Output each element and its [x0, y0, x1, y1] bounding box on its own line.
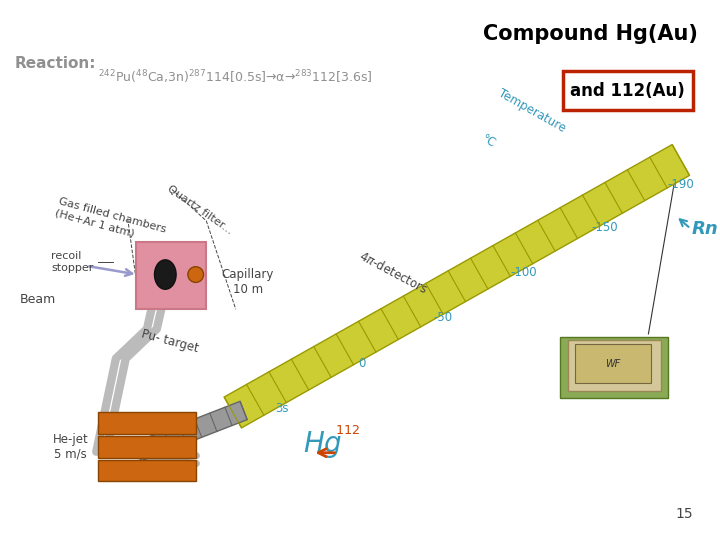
Text: Temperature: Temperature: [496, 87, 568, 136]
Bar: [135, 242, 207, 309]
Text: -50: -50: [433, 312, 453, 325]
Text: $^{112}$: $^{112}$: [335, 426, 360, 444]
Text: WF: WF: [606, 359, 621, 369]
Text: 0: 0: [359, 357, 366, 370]
Text: $^{242}$Pu($^{48}$Ca,3n)$^{287}$114[0.5s]→α→$^{283}$112[3.6s]: $^{242}$Pu($^{48}$Ca,3n)$^{287}$114[0.5s…: [98, 69, 373, 86]
Circle shape: [188, 267, 204, 282]
Bar: [98, 460, 197, 481]
Text: He-jet
5 m/s: He-jet 5 m/s: [53, 433, 89, 461]
Text: -150: -150: [591, 220, 618, 234]
Text: -100: -100: [510, 266, 537, 279]
Text: Pu- target: Pu- target: [140, 327, 200, 355]
Bar: [568, 340, 661, 391]
Ellipse shape: [155, 260, 176, 289]
FancyBboxPatch shape: [563, 71, 693, 110]
Text: recoil
stopper: recoil stopper: [51, 251, 94, 273]
Polygon shape: [134, 401, 247, 461]
Text: Reaction:: Reaction:: [14, 56, 96, 71]
Text: Gas filled chambers
(He+Ar 1 atm): Gas filled chambers (He+Ar 1 atm): [54, 197, 167, 246]
Text: Quartz filter...: Quartz filter...: [165, 184, 234, 236]
Text: Beam: Beam: [19, 293, 56, 306]
Text: 3s: 3s: [275, 402, 289, 415]
Text: Rn: Rn: [692, 220, 719, 238]
Bar: [98, 436, 197, 457]
Text: Capillary
10 m: Capillary 10 m: [221, 268, 274, 296]
Text: -190: -190: [667, 178, 694, 191]
Text: $Hg$: $Hg$: [302, 429, 342, 461]
Polygon shape: [224, 145, 690, 428]
Text: 4$\pi$-detectors: 4$\pi$-detectors: [356, 248, 430, 296]
Text: °C: °C: [480, 132, 498, 150]
Bar: [575, 343, 652, 383]
Bar: [98, 413, 197, 434]
Text: and 112(Au): and 112(Au): [570, 82, 685, 100]
Text: 15: 15: [675, 507, 693, 521]
Bar: [560, 337, 668, 398]
Text: Compound Hg(Au): Compound Hg(Au): [482, 24, 698, 44]
